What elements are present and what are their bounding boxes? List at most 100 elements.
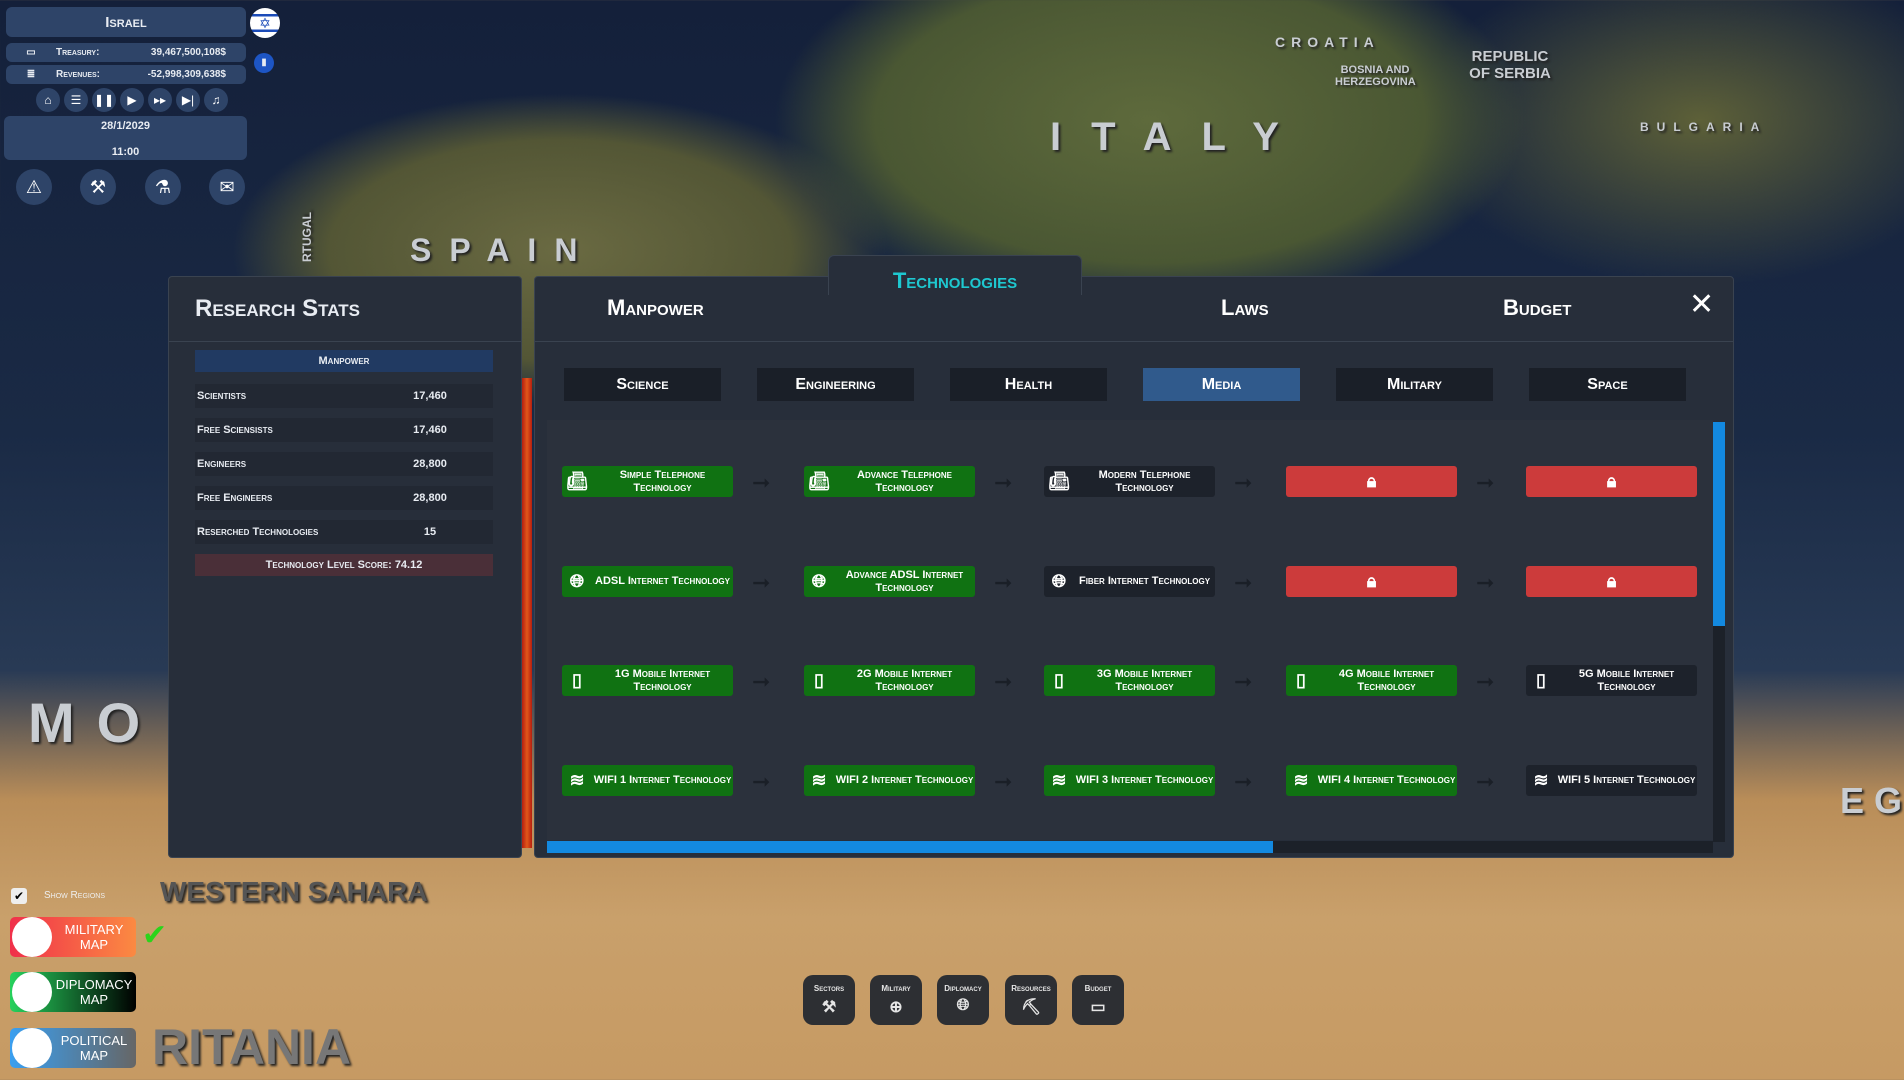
alert-icon[interactable]: ⚠ — [16, 169, 52, 205]
diplomacy-map-button[interactable]: DIPLOMACY MAP — [10, 972, 136, 1012]
tech-name: Simple Telephone Technology — [619, 468, 706, 494]
tech-name: WIFI 5 Internet Technology — [1557, 774, 1696, 786]
research-stats-panel: Research Stats Manpower Scientists 17,460… — [168, 276, 522, 858]
tech-card[interactable]: 🌐︎ Fiber Internet Technology — [1044, 566, 1215, 597]
flask-icon[interactable]: ⚗ — [145, 169, 181, 205]
subtab-science[interactable]: Science — [564, 368, 721, 401]
subtab-space[interactable]: Space — [1529, 368, 1686, 401]
tech-card[interactable]: 📠︎ Advance Telephone Technology — [804, 466, 975, 497]
tech-name: ADSL Internet Technology — [595, 575, 730, 587]
tech-card[interactable]: ≋ WIFI 3 Internet Technology — [1044, 765, 1215, 796]
stat-label: Free Engineers — [197, 492, 273, 504]
tech-card[interactable]: ▯ 4G Mobile Internet Technology — [1286, 665, 1457, 696]
political-map-button[interactable]: POLITICAL MAP — [10, 1028, 136, 1068]
tech-card[interactable]: 🔒︎ — [1526, 466, 1697, 497]
map-label-western-sahara: WESTERN SAHARA — [160, 876, 428, 907]
subtab-engineering[interactable]: Engineering — [757, 368, 914, 401]
lock-icon: 🔒︎ — [1366, 471, 1377, 491]
diplomacy-map-label: DIPLOMACY MAP — [55, 977, 133, 1007]
map-label-portugal: RTUGAL — [300, 212, 314, 262]
wifi-icon: ≋ — [811, 770, 827, 790]
military-button[interactable]: Military ⊕ — [870, 975, 922, 1025]
skip-icon[interactable]: ▶| — [176, 88, 200, 112]
tech-card[interactable]: 🔒︎ — [1286, 466, 1457, 497]
country-name[interactable]: Israel — [6, 7, 246, 37]
israel-flag-icon[interactable]: ✡ — [250, 8, 280, 38]
show-regions-checkbox[interactable]: ✔ — [11, 888, 27, 904]
date-time-box: 28/1/2029 11:00 — [4, 116, 247, 160]
tech-card[interactable]: ≋ WIFI 4 Internet Technology — [1286, 765, 1457, 796]
manpower-header: Manpower — [195, 350, 493, 372]
globe-icon: 🌐︎ — [1051, 571, 1067, 591]
stat-row-engineers: Engineers 28,800 — [195, 452, 493, 476]
resources-button[interactable]: Resources ⛏︎ — [1005, 975, 1057, 1025]
tech-card[interactable]: 📠︎ Modern Telephone Technology — [1044, 466, 1215, 497]
horizontal-scroll-thumb[interactable] — [547, 841, 1273, 853]
subtab-health[interactable]: Health — [950, 368, 1107, 401]
tech-card[interactable]: ≋ WIFI 5 Internet Technology — [1526, 765, 1697, 796]
technologies-panel: Manpower Laws Budget ✕ Science Engineeri… — [534, 276, 1734, 858]
military-label: Military — [881, 984, 911, 993]
tech-name: 3G Mobile Internet Technology — [1096, 667, 1193, 693]
research-stats-title: Research Stats — [195, 295, 360, 322]
tab-manpower[interactable]: Manpower — [607, 295, 704, 320]
stats-chart-icon[interactable]: ▮ — [254, 53, 274, 73]
tech-card[interactable]: ▯ 2G Mobile Internet Technology — [804, 665, 975, 696]
fast-forward-icon[interactable]: ▸▸ — [148, 88, 172, 112]
sectors-label: Sectors — [813, 984, 845, 993]
subtab-military[interactable]: Military — [1336, 368, 1493, 401]
home-icon[interactable]: ⌂ — [36, 88, 60, 112]
horizontal-scrollbar[interactable] — [547, 841, 1713, 853]
tech-name: WIFI 3 Internet Technology — [1075, 774, 1214, 786]
arrow-icon: ➞ — [752, 570, 771, 595]
tab-technologies[interactable]: Technologies — [828, 255, 1082, 295]
tech-card[interactable]: ≋ WIFI 1 Internet Technology — [562, 765, 733, 796]
tab-budget[interactable]: Budget — [1503, 295, 1572, 320]
treasury-value: 39,467,500,108$ — [150, 47, 226, 58]
coins-icon: ≣ — [26, 69, 36, 80]
tech-card[interactable]: 🔒︎ — [1286, 566, 1457, 597]
tech-card[interactable]: ▯ 1G Mobile Internet Technology — [562, 665, 733, 696]
arrow-icon: ➞ — [1234, 470, 1253, 495]
treasury-label: Treasury: — [56, 47, 100, 58]
subtab-media[interactable]: Media — [1143, 368, 1300, 401]
map-label-italy: ITALY — [1050, 115, 1309, 159]
tech-card[interactable]: ▯ 5G Mobile Internet Technology — [1526, 665, 1697, 696]
tech-name: WIFI 2 Internet Technology — [835, 774, 974, 786]
tools-icon: ⚒ — [821, 999, 837, 1016]
menu-icon[interactable]: ☰ — [64, 88, 88, 112]
tech-name: 2G Mobile Internet Technology — [856, 667, 953, 693]
sectors-button[interactable]: Sectors ⚒ — [803, 975, 855, 1025]
political-map-label: POLITICAL MAP — [60, 1033, 128, 1063]
globe-icon: 🌐︎ — [956, 997, 970, 1014]
arrow-icon: ➞ — [1476, 570, 1495, 595]
tech-card[interactable]: 🌐︎ ADSL Internet Technology — [562, 566, 733, 597]
stat-value: 17,460 — [413, 390, 447, 402]
tab-laws[interactable]: Laws — [1221, 295, 1269, 320]
wifi-icon: ≋ — [1533, 770, 1549, 790]
tech-card[interactable]: ≋ WIFI 2 Internet Technology — [804, 765, 975, 796]
play-icon[interactable]: ▶ — [120, 88, 144, 112]
mail-icon[interactable]: ✉ — [209, 169, 245, 205]
vertical-scrollbar[interactable] — [1713, 422, 1725, 842]
arrow-icon: ➞ — [1234, 669, 1253, 694]
phone-icon: 📠︎ — [1047, 471, 1071, 491]
mobile-icon: ▯ — [1296, 670, 1306, 690]
close-icon[interactable]: ✕ — [1689, 288, 1715, 321]
tech-card[interactable]: 🔒︎ — [1526, 566, 1697, 597]
music-icon[interactable]: ♫ — [204, 88, 228, 112]
tech-card[interactable]: 📠︎ Simple Telephone Technology — [562, 466, 733, 497]
tech-name: 5G Mobile Internet Technology — [1578, 667, 1675, 693]
phone-icon: 📠︎ — [565, 471, 589, 491]
vertical-scroll-thumb[interactable] — [1713, 422, 1725, 626]
tech-card[interactable]: 🌐︎ Advance ADSL Internet Technology — [804, 566, 975, 597]
stat-value: 28,800 — [413, 458, 447, 470]
tech-card[interactable]: ▯ 3G Mobile Internet Technology — [1044, 665, 1215, 696]
diplomacy-button[interactable]: Diplomacy 🌐︎ — [937, 975, 989, 1025]
tools-icon[interactable]: ⚒ — [80, 169, 116, 205]
pause-icon[interactable]: ❚❚ — [92, 88, 116, 112]
revenues-label: Revenues: — [56, 69, 101, 80]
budget-button[interactable]: Budget ▭ — [1072, 975, 1124, 1025]
military-map-button[interactable]: MILITARY MAP — [10, 917, 136, 957]
stat-label: Scientists — [197, 390, 247, 402]
